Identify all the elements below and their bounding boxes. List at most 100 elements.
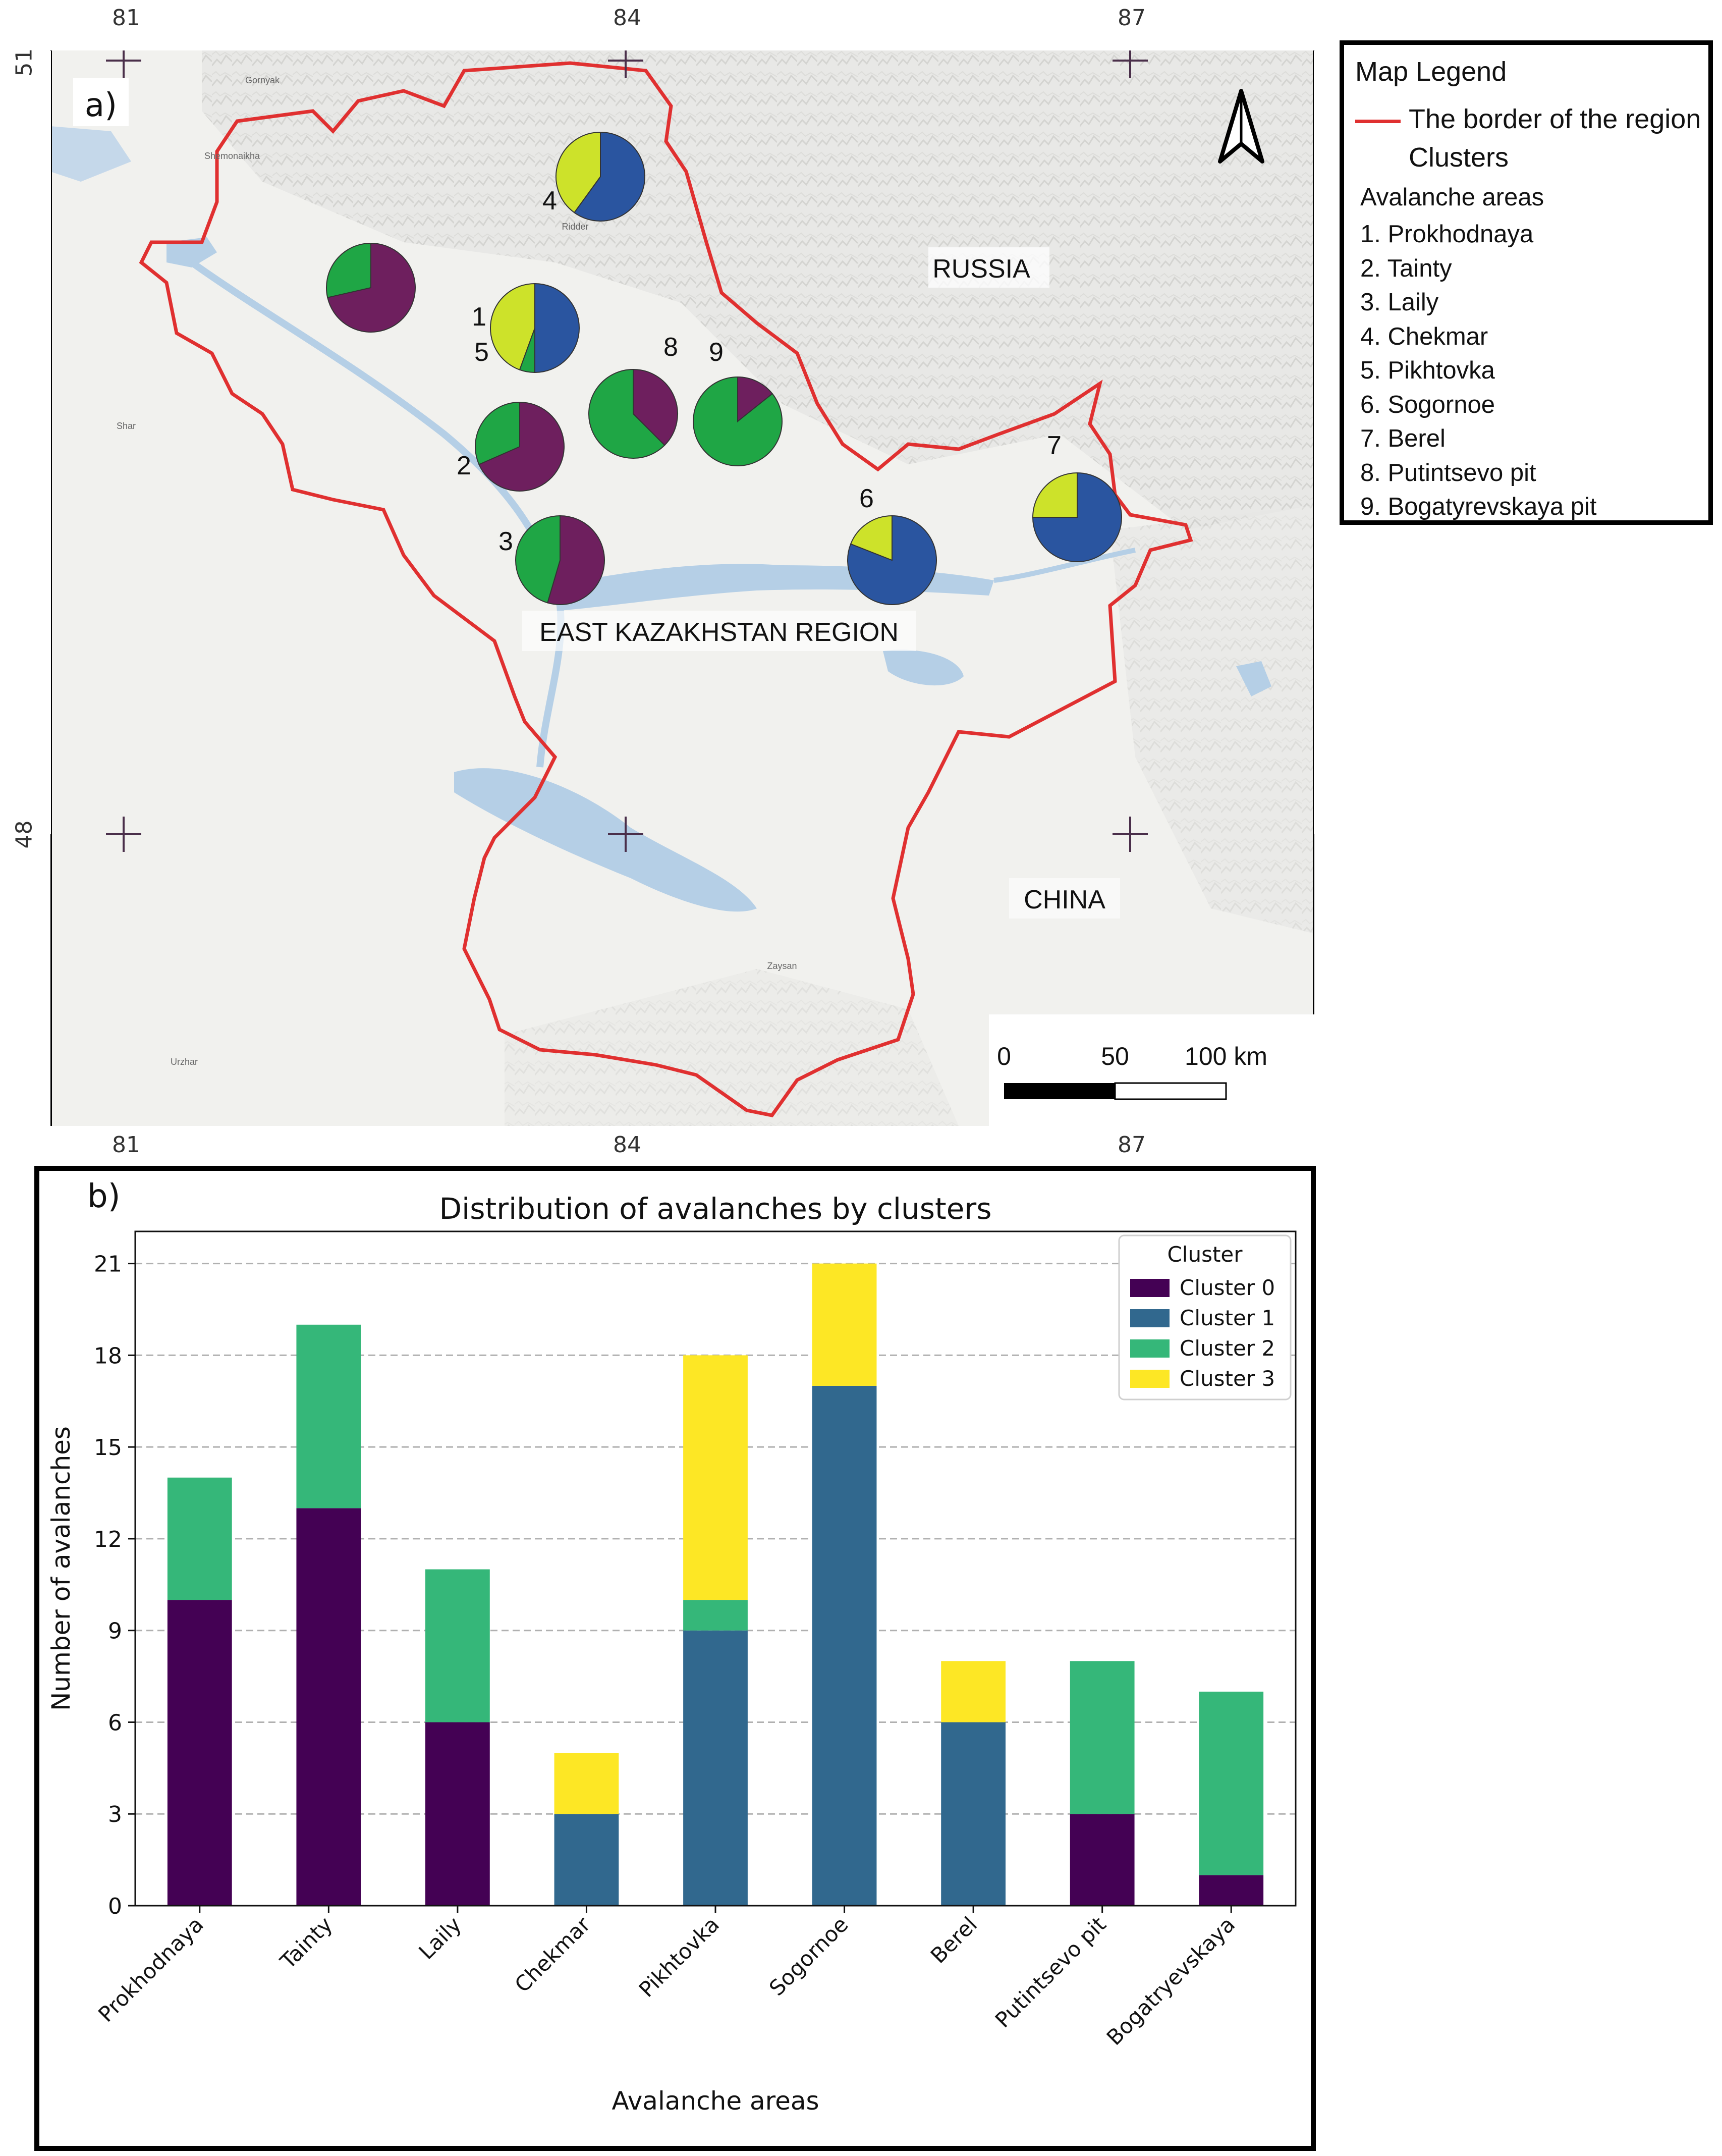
bar-segment-cluster-2: [296, 1324, 361, 1508]
lake-east-small: [1236, 661, 1271, 696]
legend-entry: Cluster 1: [1180, 1306, 1275, 1330]
pie-number-label: 7: [1047, 431, 1062, 460]
chart-legend: Cluster Cluster 0 Cluster 1 Cluster 2 Cluste…: [1118, 1234, 1292, 1400]
lake-sw: [50, 126, 131, 182]
legend-area-item: 7. Berel: [1360, 425, 1446, 452]
legend-title: Map Legend: [1355, 57, 1507, 87]
bar-segment-cluster-3: [683, 1355, 748, 1600]
legend-border-label: The border of the region: [1409, 104, 1701, 134]
pie-slice: [534, 283, 580, 373]
pie-chart-sogornoe: 6: [847, 484, 937, 605]
pie-slice: [633, 368, 679, 446]
y-tick-label: 15: [94, 1435, 122, 1461]
chart-panel-label: b): [87, 1178, 121, 1215]
town-labels: Gornyak Shemonaikha Ridder Shar Urzhar Zaysan: [117, 75, 797, 1067]
plot-frame: [134, 1230, 1297, 1907]
pie-slice: [326, 242, 371, 298]
town-label: Shar: [117, 421, 136, 431]
pie-chart-prokhodnaya: 1: [326, 242, 486, 333]
legend-entry: Cluster 0: [1180, 1275, 1275, 1300]
stacked-bar-chart: b) Distribution of avalanches by cluster…: [39, 1171, 1311, 2146]
lon-label-84-top: 84: [613, 5, 641, 31]
pie-slice: [737, 376, 773, 423]
chart-title: Distribution of avalanches by clusters: [439, 1192, 991, 1226]
label-region: EAST KAZAKHSTAN REGION: [539, 618, 899, 647]
y-tick-label: 12: [94, 1527, 122, 1552]
pie-chart-putintsevo-pit: 8: [588, 333, 679, 459]
legend-clusters-label: Clusters: [1409, 142, 1509, 173]
legend-areas-list: 1. Prokhodnaya 2. Tainty 3. Laily 4. Che…: [1360, 218, 1596, 524]
pie-slice: [478, 401, 565, 492]
bar-segment-cluster-2: [425, 1569, 490, 1722]
chart-panel: b) Distribution of avalanches by cluster…: [34, 1166, 1316, 2151]
bar-segment-cluster-3: [941, 1661, 1006, 1722]
pies-layer: 1 2 3 4 5 6 7 8 9: [326, 131, 1122, 605]
legend-areas-title: Avalanche areas: [1360, 184, 1544, 211]
y-axis-label: Number of avalanches: [46, 1426, 76, 1711]
legend-frame: [1118, 1234, 1292, 1400]
graticule-crosses: [106, 50, 1148, 852]
relief-north: [202, 50, 1314, 530]
legend-area-item: 3. Laily: [1360, 289, 1439, 316]
pie-chart-berel: 7: [1032, 431, 1122, 562]
label-russia: RUSSIA: [932, 254, 1030, 284]
legend-swatch: [1130, 1309, 1170, 1327]
relief-south: [505, 969, 959, 1126]
pie-chart-chekmar: 4: [542, 131, 645, 222]
bar-segment-cluster-3: [554, 1753, 619, 1814]
pie-number-label: 8: [663, 333, 678, 362]
bar-segment-cluster-0: [425, 1722, 490, 1906]
legend-area-item: 6. Sogornoe: [1360, 391, 1495, 418]
legend-title: Cluster: [1167, 1242, 1243, 1267]
pie-number-label: 3: [498, 527, 513, 556]
bar-segment-cluster-0: [1199, 1875, 1264, 1906]
bar-segment-cluster-3: [812, 1263, 877, 1386]
bar-segment-cluster-0: [1070, 1814, 1135, 1906]
pie-slice: [556, 131, 601, 213]
pie-number-label: 2: [457, 451, 471, 480]
scale-label-50: 50: [1101, 1042, 1129, 1070]
y-tick-label: 3: [108, 1802, 122, 1827]
pie-slice: [327, 242, 416, 333]
bar-segment-cluster-0: [296, 1508, 361, 1906]
river-irtysh: [189, 259, 565, 768]
pie-slice: [490, 283, 535, 370]
pie-chart-pikhtovka: 5: [474, 283, 580, 373]
chart-bars: [167, 1263, 1264, 1906]
bar-segment-cluster-2: [1070, 1661, 1135, 1814]
lat-label-48: 48: [11, 820, 37, 849]
pie-slice: [1032, 472, 1078, 518]
x-axis-label: Avalanche areas: [612, 2086, 819, 2116]
pie-slice: [573, 131, 645, 222]
pie-slice: [546, 515, 605, 605]
pie-chart-tainty: 2: [457, 401, 565, 492]
y-tick-label: 6: [108, 1710, 122, 1736]
legend-area-item: 5. Pikhtovka: [1360, 357, 1495, 384]
map-legend: Map Legend The border of the region Clus…: [1340, 40, 1713, 525]
scale-bar: 0 50 100 km: [989, 1014, 1314, 1126]
bar-segment-cluster-1: [554, 1814, 619, 1906]
y-tick-label: 18: [94, 1343, 122, 1369]
map-panel-label: a): [85, 87, 117, 124]
pie-slice: [475, 401, 520, 465]
legend-area-item: 4. Chekmar: [1360, 322, 1488, 350]
pie-number-label: 6: [859, 484, 874, 513]
river-bukhtarma: [993, 548, 1136, 583]
lat-label-51: 51: [11, 48, 37, 77]
reservoir-north: [166, 237, 217, 267]
legend-swatch: [1130, 1370, 1170, 1388]
lon-label-87-top: 87: [1118, 5, 1146, 31]
pie-number-label: 4: [542, 186, 557, 215]
legend-border-swatch: [1355, 120, 1401, 123]
pie-number-label: 5: [474, 338, 489, 367]
pie-number-label: 9: [709, 338, 724, 367]
pie-chart-bogatyrevskaya-pit: 9: [693, 338, 783, 466]
bar-segment-cluster-2: [683, 1600, 748, 1631]
bar-segment-cluster-1: [683, 1630, 748, 1906]
relief-east: [1110, 505, 1314, 934]
pie-slice: [693, 376, 783, 466]
legend-area-item: 9. Bogatyrevskaya pit: [1360, 493, 1597, 520]
legend-swatch: [1130, 1339, 1170, 1358]
label-china: CHINA: [1024, 885, 1105, 914]
map-panel: 1 2 3 4 5 6 7 8 9 Gornyak Shemonaikha Ridder Shar Ur…: [50, 50, 1314, 1126]
